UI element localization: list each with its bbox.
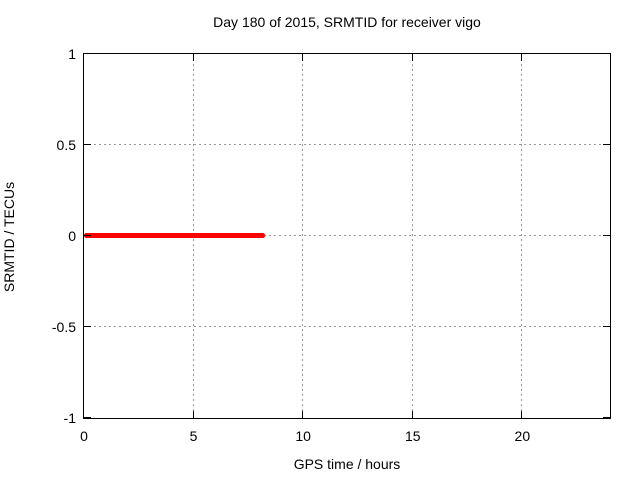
x-tick-mark (192, 410, 194, 418)
series-line-srmtid (83, 233, 266, 238)
series-layer (83, 54, 610, 418)
y-tick-mark (83, 326, 91, 327)
gridline (83, 144, 610, 145)
x-tick-mark (83, 410, 84, 418)
y-tick-mark (83, 144, 91, 145)
y-tick-mark (602, 53, 610, 54)
y-tick-mark (602, 417, 610, 418)
tick-layer (83, 53, 610, 418)
gridline (83, 326, 610, 327)
gridline (83, 235, 610, 236)
chart-title: Day 180 of 2015, SRMTID for receiver vig… (213, 14, 481, 30)
x-tick-mark (192, 53, 194, 61)
y-tick-label: -1 (63, 410, 76, 426)
x-tick-label: 5 (189, 428, 198, 444)
x-tick-mark (83, 53, 84, 61)
x-tick-mark (411, 410, 413, 418)
y-tick-label: -0.5 (51, 319, 76, 335)
x-tick-mark (302, 53, 304, 61)
y-tick-label: 1 (68, 46, 76, 62)
x-tick-label: 15 (404, 428, 421, 444)
y-tick-label: 0 (68, 228, 76, 244)
x-tick-label: 20 (514, 428, 531, 444)
y-tick-mark (602, 235, 610, 236)
y-tick-label: 0.5 (56, 137, 76, 153)
x-tick-label: 0 (80, 428, 88, 444)
x-tick-mark (302, 410, 304, 418)
y-tick-mark (83, 53, 91, 54)
x-axis-label: GPS time / hours (293, 456, 401, 472)
y-tick-mark (602, 144, 610, 145)
x-tick-mark (411, 53, 413, 61)
x-tick-label: 10 (295, 428, 311, 444)
plot-area (82, 52, 611, 419)
y-tick-mark (83, 235, 91, 236)
y-tick-mark (83, 417, 91, 418)
x-tick-mark (521, 53, 523, 61)
x-tick-mark (521, 410, 523, 418)
y-tick-mark (602, 326, 610, 327)
